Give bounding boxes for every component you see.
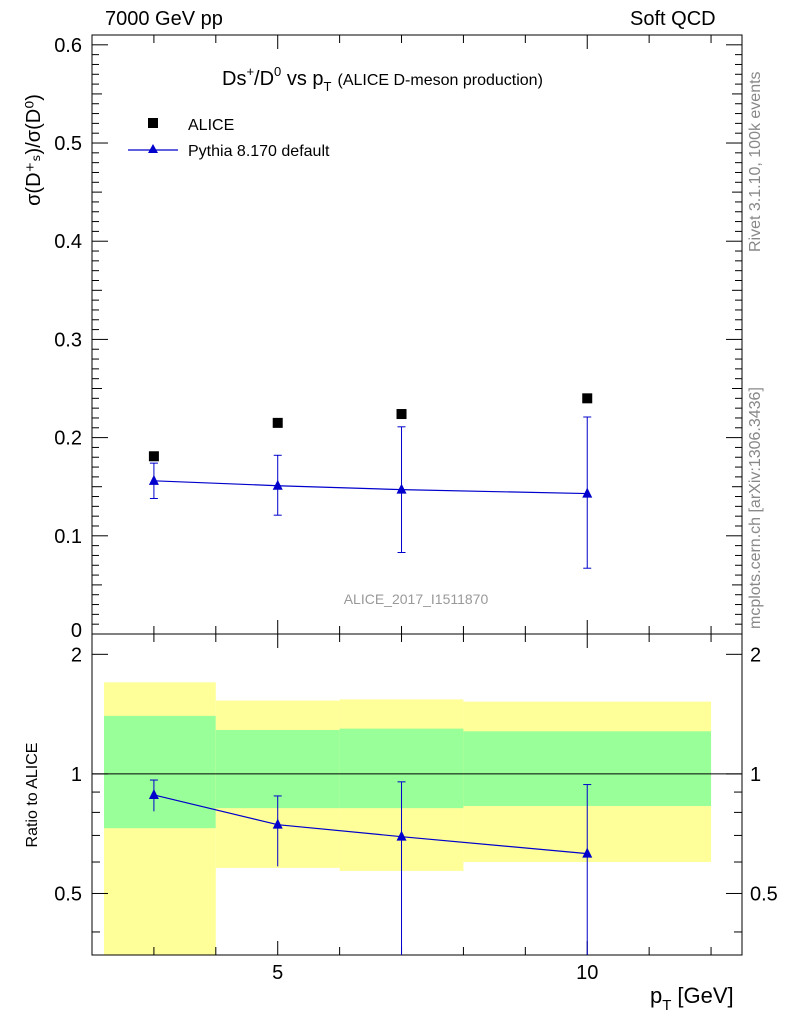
ratio-y-tick-label-right: 2 [750,644,761,666]
ratio-y-tick-label: 0.5 [54,883,82,905]
process-label: Soft QCD [630,8,716,30]
axis-ticks [91,34,742,955]
ratio-line [153,794,588,855]
data-marks [148,393,593,955]
main-y-tick-label: 0.6 [54,35,82,57]
ratio-plot-frame [91,633,743,956]
main-y-tick-label: 0.2 [54,428,82,450]
pythia-data-point [396,483,407,494]
ratio-y-tick-label: 2 [71,644,82,666]
alice-data-point [148,451,159,462]
alice-data-point [582,393,593,404]
legend-pythia-marker [148,144,158,153]
ratio-y-tick-label-right: 0.5 [750,883,778,905]
legend-pythia-label: Pythia 8.170 default [188,143,330,160]
x-tick-label: 10 [576,962,598,984]
main-y-tick-label: 0.1 [54,526,82,548]
main-y-tick-label: 0.4 [54,231,82,253]
tick-labels: 5 10 0 0.1 0.2 0.3 0.4 0.5 0.6 0.5 0.5 1 1 2 2 [54,35,778,984]
green-band-0 [104,715,216,829]
energy-label: 7000 GeV pp [105,8,223,30]
x-axis-label: pT [GeV] [650,983,734,1014]
alice-data-point [396,409,407,420]
legend-alice-label: ALICE [188,117,234,134]
pythia-data-point [272,479,283,490]
uncertainty-bands [92,682,742,955]
ratio-data-point [148,788,159,799]
x-tick-label: 5 [272,962,283,984]
ratio-y-axis-label: Ratio to ALICE [24,743,41,848]
ratio-y-tick-label: 1 [71,764,82,786]
pythia-data-point [148,474,159,485]
ratio-data-point [582,847,593,858]
main-y-tick-label: 0 [71,620,82,642]
alice-data-point [272,417,283,428]
ratio-data-point [396,830,407,841]
main-title: Ds+/D0 vs pT (ALICE D-meson production) [222,64,543,94]
legend-alice-marker [148,118,158,128]
pythia-line [153,480,588,495]
main-y-axis-label: σ(D⁺ₛ)/σ(D⁰) [23,94,45,206]
green-band-1 [215,729,340,809]
main-y-tick-label: 0.5 [54,133,82,155]
ratio-y-tick-label-right: 1 [750,764,761,786]
analysis-watermark: ALICE_2017_I1511870 [344,591,489,607]
ratio-data-point [272,818,283,829]
main-y-tick-label: 0.3 [54,329,82,351]
pythia-data-point [582,487,593,498]
